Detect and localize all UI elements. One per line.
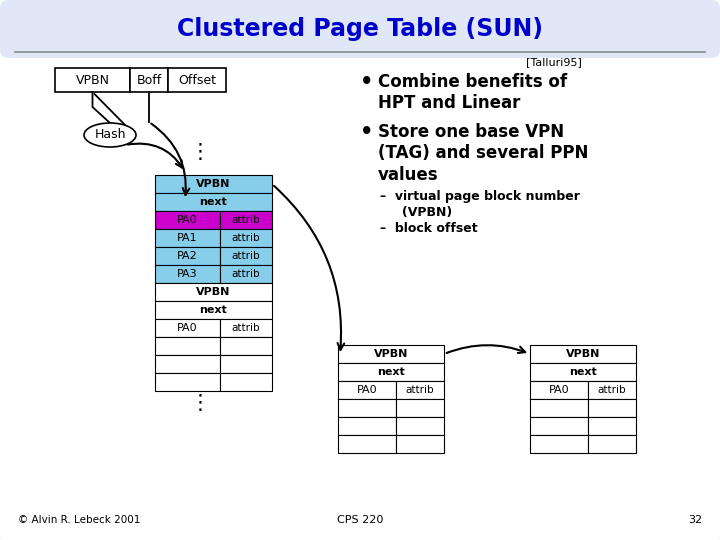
FancyBboxPatch shape [338,417,396,435]
FancyBboxPatch shape [155,175,272,193]
FancyBboxPatch shape [155,337,220,355]
Text: •: • [360,122,374,142]
Text: Clustered Page Table (SUN): Clustered Page Table (SUN) [177,17,543,41]
Text: attrib: attrib [232,215,261,225]
FancyBboxPatch shape [338,399,396,417]
Text: Combine benefits of
HPT and Linear: Combine benefits of HPT and Linear [378,73,567,112]
Text: next: next [377,367,405,377]
FancyBboxPatch shape [396,435,444,453]
Text: attrib: attrib [232,233,261,243]
FancyBboxPatch shape [396,417,444,435]
Text: [Talluri95]: [Talluri95] [526,57,582,67]
FancyBboxPatch shape [338,381,396,399]
FancyBboxPatch shape [396,381,444,399]
Ellipse shape [84,123,136,147]
FancyBboxPatch shape [55,68,130,92]
Text: CPS 220: CPS 220 [337,515,383,525]
Text: VPBN: VPBN [197,287,230,297]
FancyBboxPatch shape [155,319,220,337]
Text: 32: 32 [688,515,702,525]
FancyBboxPatch shape [130,68,168,92]
FancyBboxPatch shape [155,265,220,283]
FancyBboxPatch shape [220,355,272,373]
FancyBboxPatch shape [155,373,220,391]
Text: attrib: attrib [598,385,626,395]
FancyBboxPatch shape [338,363,444,381]
FancyBboxPatch shape [530,435,588,453]
Text: •: • [360,72,374,92]
FancyBboxPatch shape [530,363,636,381]
FancyBboxPatch shape [220,337,272,355]
Text: Store one base VPN
(TAG) and several PPN
values: Store one base VPN (TAG) and several PPN… [378,123,588,184]
FancyArrowPatch shape [127,144,182,168]
Text: attrib: attrib [405,385,434,395]
FancyBboxPatch shape [220,247,272,265]
Text: Offset: Offset [178,73,216,86]
FancyBboxPatch shape [588,399,636,417]
FancyBboxPatch shape [530,381,588,399]
Text: VPBN: VPBN [566,349,600,359]
Text: PA3: PA3 [177,269,198,279]
FancyBboxPatch shape [338,345,444,363]
Text: Hash: Hash [94,129,126,141]
FancyBboxPatch shape [155,283,272,301]
FancyBboxPatch shape [155,229,220,247]
Text: © Alvin R. Lebeck 2001: © Alvin R. Lebeck 2001 [18,515,140,525]
FancyBboxPatch shape [220,229,272,247]
FancyBboxPatch shape [530,345,636,363]
FancyBboxPatch shape [220,373,272,391]
Text: next: next [199,197,228,207]
Text: attrib: attrib [232,323,261,333]
Text: PA1: PA1 [177,233,198,243]
FancyBboxPatch shape [220,319,272,337]
Text: PA2: PA2 [177,251,198,261]
Text: ⋮: ⋮ [189,142,210,162]
FancyBboxPatch shape [220,265,272,283]
FancyBboxPatch shape [155,355,220,373]
FancyBboxPatch shape [396,399,444,417]
Text: VPBN: VPBN [76,73,109,86]
Text: next: next [199,305,228,315]
FancyBboxPatch shape [530,417,588,435]
Text: –  virtual page block number
     (VPBN): – virtual page block number (VPBN) [380,190,580,219]
FancyBboxPatch shape [168,68,226,92]
FancyBboxPatch shape [588,435,636,453]
Text: VPBN: VPBN [197,179,230,189]
FancyBboxPatch shape [155,211,220,229]
FancyBboxPatch shape [588,417,636,435]
FancyBboxPatch shape [220,211,272,229]
Text: PA0: PA0 [549,385,570,395]
Text: –  block offset: – block offset [380,222,477,235]
FancyBboxPatch shape [155,301,272,319]
Text: attrib: attrib [232,251,261,261]
FancyBboxPatch shape [588,381,636,399]
FancyBboxPatch shape [155,193,272,211]
Text: VPBN: VPBN [374,349,408,359]
Text: PA0: PA0 [356,385,377,395]
FancyBboxPatch shape [338,435,396,453]
FancyArrowPatch shape [446,345,525,353]
Text: PA0: PA0 [177,323,198,333]
Text: ⋮: ⋮ [189,393,210,413]
FancyBboxPatch shape [0,0,720,58]
Text: PA0: PA0 [177,215,198,225]
FancyArrowPatch shape [274,186,344,350]
FancyBboxPatch shape [155,247,220,265]
Text: next: next [569,367,597,377]
FancyArrowPatch shape [151,124,189,195]
FancyBboxPatch shape [530,399,588,417]
Text: attrib: attrib [232,269,261,279]
Text: Boff: Boff [136,73,161,86]
